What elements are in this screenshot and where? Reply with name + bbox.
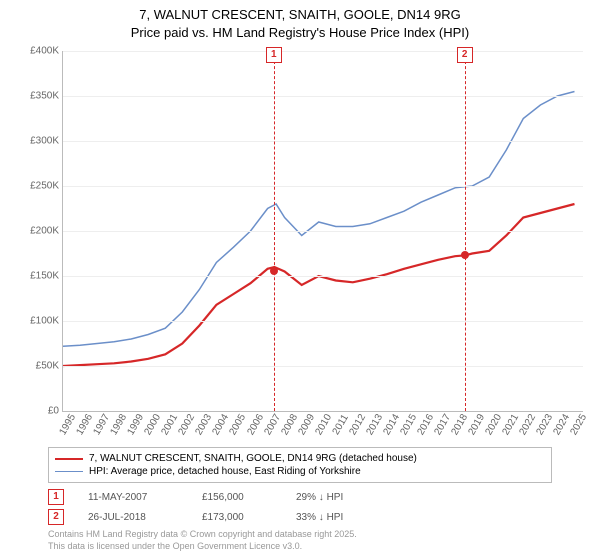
x-tick: 2018 — [450, 412, 471, 437]
gridline — [63, 366, 583, 367]
y-tick: £50K — [19, 361, 59, 372]
y-tick: £200K — [19, 226, 59, 237]
row-delta: 29% ↓ HPI — [296, 492, 376, 503]
legend-swatch — [55, 458, 83, 460]
x-tick: 2000 — [143, 412, 164, 437]
x-tick: 1999 — [126, 412, 147, 437]
x-tick: 2023 — [535, 412, 556, 437]
row-date: 11-MAY-2007 — [88, 492, 178, 503]
x-tick: 2005 — [228, 412, 249, 437]
x-tick: 2009 — [296, 412, 317, 437]
x-tick: 2017 — [433, 412, 454, 437]
x-tick: 2008 — [279, 412, 300, 437]
sale-vline — [465, 51, 466, 411]
sale-vline — [274, 51, 275, 411]
x-tick: 2022 — [518, 412, 539, 437]
x-tick: 2010 — [313, 412, 334, 437]
x-tick: 2012 — [347, 412, 368, 437]
gridline — [63, 51, 583, 52]
x-tick: 2001 — [160, 412, 181, 437]
y-tick: £100K — [19, 316, 59, 327]
sale-dot — [270, 267, 278, 275]
row-marker: 2 — [48, 509, 64, 525]
x-tick: 2007 — [262, 412, 283, 437]
gridline — [63, 186, 583, 187]
gridline — [63, 141, 583, 142]
legend-label: HPI: Average price, detached house, East… — [89, 466, 361, 477]
legend-label: 7, WALNUT CRESCENT, SNAITH, GOOLE, DN14 … — [89, 453, 417, 464]
plot: £0£50K£100K£150K£200K£250K£300K£350K£400… — [62, 51, 583, 412]
chart-area: £0 £50K £100K £150K £200K £250K £300K £350K £400… — [20, 43, 590, 443]
x-tick: 2004 — [211, 412, 232, 437]
sales-table: 1 11-MAY-2007 £156,000 29% ↓ HPI 2 26-JUL-201… — [48, 487, 552, 527]
row-price: £156,000 — [202, 492, 272, 503]
legend: 7, WALNUT CRESCENT, SNAITH, GOOLE, DN14 … — [48, 447, 552, 483]
x-tick: 2025 — [569, 412, 590, 437]
row-delta: 33% ↓ HPI — [296, 512, 376, 523]
y-tick: £250K — [19, 181, 59, 192]
chart-title: 7, WALNUT CRESCENT, SNAITH, GOOLE, DN14 … — [0, 0, 600, 43]
y-tick: £0 — [19, 406, 59, 417]
table-row: 1 11-MAY-2007 £156,000 29% ↓ HPI — [48, 487, 552, 507]
footer-line1: Contains HM Land Registry data © Crown c… — [48, 529, 552, 541]
footer-line2: This data is licensed under the Open Gov… — [48, 541, 552, 553]
gridline — [63, 96, 583, 97]
x-tick: 2013 — [364, 412, 385, 437]
x-tick: 2021 — [501, 412, 522, 437]
y-tick: £400K — [19, 46, 59, 57]
x-tick: 2014 — [381, 412, 402, 437]
x-tick: 2002 — [177, 412, 198, 437]
x-tick: 2020 — [484, 412, 505, 437]
table-row: 2 26-JUL-2018 £173,000 33% ↓ HPI — [48, 507, 552, 527]
y-tick: £300K — [19, 136, 59, 147]
x-tick: 1998 — [109, 412, 130, 437]
x-tick: 2015 — [398, 412, 419, 437]
title-line1: 7, WALNUT CRESCENT, SNAITH, GOOLE, DN14 … — [10, 6, 590, 24]
y-tick: £150K — [19, 271, 59, 282]
series-hpi — [63, 92, 575, 347]
gridline — [63, 321, 583, 322]
gridline — [63, 231, 583, 232]
series-property — [63, 204, 575, 366]
legend-row: HPI: Average price, detached house, East… — [55, 465, 545, 478]
x-tick: 1997 — [92, 412, 113, 437]
legend-swatch — [55, 471, 83, 472]
x-tick: 2024 — [552, 412, 573, 437]
sale-dot — [461, 251, 469, 259]
title-line2: Price paid vs. HM Land Registry's House … — [10, 24, 590, 42]
gridline — [63, 276, 583, 277]
x-tick: 2006 — [245, 412, 266, 437]
sale-marker: 2 — [457, 47, 473, 63]
footer: Contains HM Land Registry data © Crown c… — [48, 529, 552, 552]
x-tick: 2003 — [194, 412, 215, 437]
legend-row: 7, WALNUT CRESCENT, SNAITH, GOOLE, DN14 … — [55, 452, 545, 465]
x-tick: 1995 — [57, 412, 78, 437]
x-tick: 1996 — [74, 412, 95, 437]
x-tick: 2011 — [330, 413, 350, 437]
x-tick: 2016 — [415, 412, 436, 437]
row-price: £173,000 — [202, 512, 272, 523]
y-tick: £350K — [19, 91, 59, 102]
sale-marker: 1 — [266, 47, 282, 63]
row-marker: 1 — [48, 489, 64, 505]
x-tick: 2019 — [467, 412, 488, 437]
row-date: 26-JUL-2018 — [88, 512, 178, 523]
